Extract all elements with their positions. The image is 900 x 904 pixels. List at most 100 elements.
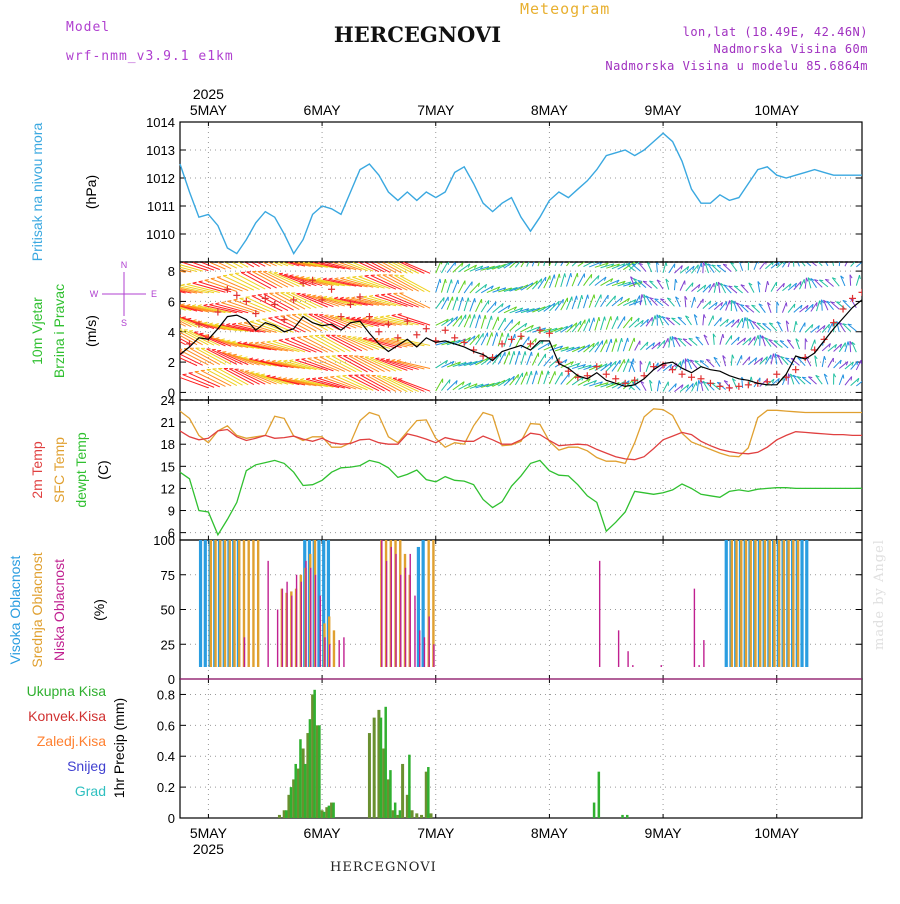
wind-arrow-head	[449, 380, 450, 384]
wind-arrow-head	[369, 338, 373, 339]
wind-arrow	[436, 379, 443, 391]
wind-arrow-head	[279, 340, 283, 341]
wind-arrow-head	[512, 320, 513, 324]
wind-arrow-head	[391, 338, 395, 339]
wind-arrow-head	[745, 317, 746, 321]
wind-arrow-head	[824, 356, 825, 360]
wind-arrow	[286, 315, 316, 331]
x-tick-label-bottom: 6MAY	[304, 825, 342, 841]
wind-arrow-head	[284, 274, 288, 275]
wind-arrow-head	[272, 360, 276, 361]
mid-cloud-bar	[224, 540, 226, 667]
y-tick-label: 6	[168, 294, 175, 309]
wind-arrow-head	[848, 341, 849, 345]
wind-arrow	[843, 300, 851, 308]
wind-arrow-head	[723, 334, 724, 338]
low-cloud-bar	[286, 582, 287, 667]
wind-arrow-head	[170, 261, 174, 262]
convective-bar	[430, 813, 433, 818]
wind-arrow	[498, 318, 505, 330]
wind-arrow-head	[261, 254, 265, 255]
wind-arrow	[176, 376, 208, 388]
wind-arrow-head	[605, 317, 606, 321]
wind-arrow-head	[249, 358, 253, 359]
pressure-unit-label: (hPa)	[83, 175, 99, 209]
wind-arrow	[618, 359, 625, 371]
wind-arrow-head	[548, 253, 549, 257]
elevation: Nadmorska Visina 60m	[714, 42, 869, 56]
low-cloud-bar	[599, 561, 600, 667]
wind-arrow	[555, 253, 561, 266]
wind-arrow	[527, 352, 532, 365]
wind-arrow-head	[363, 317, 367, 318]
wind-arrow-head	[398, 314, 402, 315]
wind-arrow	[731, 355, 732, 366]
wind-arrow	[686, 283, 693, 291]
mid-cloud-label: Srednja Oblacnost	[29, 552, 45, 667]
wind-arrow	[510, 351, 514, 364]
low-cloud-bar	[391, 547, 392, 667]
wind-arrow-head	[594, 318, 595, 322]
wind-arrow	[441, 261, 448, 273]
wind-arrow-head	[819, 280, 823, 281]
wind-arrow	[839, 255, 840, 266]
mid-cloud-bar	[735, 540, 737, 667]
wind-arrow-head	[329, 278, 333, 279]
wind-arrow-head	[215, 323, 219, 324]
mid-cloud-bar	[783, 540, 785, 667]
wind-arrow	[544, 371, 549, 384]
wind-arrow-head	[843, 375, 844, 379]
wind-arrow-head	[192, 305, 196, 306]
wind-arrow	[765, 281, 767, 292]
wind-arrow	[464, 298, 468, 311]
compass-e: E	[151, 289, 157, 299]
wind-arrow-head	[336, 258, 340, 259]
total-precip-bar	[384, 707, 387, 818]
wind-arrow-head	[159, 299, 163, 300]
wind-arrow-head	[323, 296, 327, 297]
wind-arrow-head	[334, 297, 338, 298]
wind-arrow	[845, 377, 852, 386]
mid-cloud-bar	[333, 630, 335, 667]
wind-arrow	[171, 314, 202, 327]
meteogram-title: Meteogram	[520, 0, 610, 18]
wind-arrow-head	[215, 338, 219, 339]
low-cloud-bar	[296, 575, 297, 667]
wind-arrow-head	[374, 317, 378, 318]
wind-arrow	[657, 380, 659, 391]
wind-arrow-head	[670, 337, 671, 341]
wind-arrow-head	[232, 341, 236, 342]
wind-arrow-head	[581, 257, 582, 261]
wind-arrow-head	[193, 282, 197, 283]
low-cloud-bar	[703, 640, 704, 667]
wind-arrow	[561, 273, 565, 286]
wind-arrow	[697, 299, 703, 308]
low-cloud-bar	[267, 561, 268, 667]
wind-arrow-head	[233, 354, 237, 355]
low-cloud-bar	[661, 665, 662, 667]
wind-arrow-head	[346, 277, 350, 278]
wind-arrow-head	[860, 275, 861, 279]
wind-arrow-head	[444, 297, 445, 301]
mid-cloud-bar	[792, 540, 794, 667]
mid-cloud-bar	[773, 540, 775, 667]
wind-arrow-head	[717, 265, 721, 266]
wind-arrow	[726, 335, 732, 344]
wind-arrow	[788, 304, 795, 313]
wind-arrow-head	[353, 337, 357, 338]
wind-arrow-head	[537, 253, 538, 257]
sfc-label: SFC Temp	[51, 437, 67, 503]
wind-arrow	[441, 279, 445, 292]
wind-arrow	[584, 295, 588, 308]
wind-arrow-head	[164, 285, 168, 286]
wind-arrow-head	[261, 374, 265, 375]
low-cloud-bar	[410, 554, 411, 667]
total-precip-bar	[380, 718, 383, 818]
wind-arrow	[623, 338, 627, 351]
wind-arrow-head	[451, 279, 452, 283]
wind-arrow	[222, 352, 254, 365]
wind-arrow-head	[795, 256, 798, 258]
wind-arrow-head	[307, 294, 311, 295]
low-cloud-bar	[324, 637, 325, 667]
y-tick-label: 15	[161, 459, 175, 474]
